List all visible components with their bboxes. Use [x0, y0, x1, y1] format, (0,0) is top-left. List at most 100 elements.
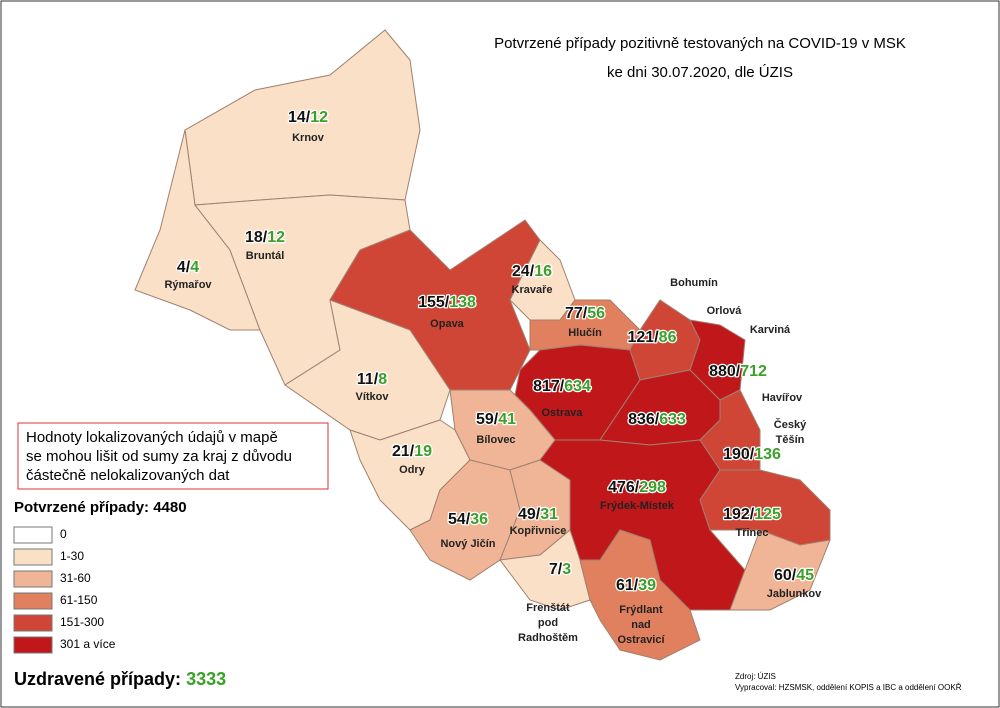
- legend-label: 31-60: [60, 571, 91, 585]
- recovered: 138: [449, 294, 476, 311]
- separator: /: [583, 305, 588, 322]
- legend-swatch: [13, 592, 53, 610]
- confirmed: 817: [533, 378, 560, 395]
- recovered: 41: [498, 411, 516, 428]
- recovered: 12: [310, 109, 328, 126]
- recovered: 19: [414, 443, 432, 460]
- legend-swatch: [13, 548, 53, 566]
- confirmed: 18: [245, 229, 263, 246]
- separator: /: [494, 411, 499, 428]
- recovered: 125: [754, 506, 781, 523]
- recovered: 712: [740, 363, 767, 380]
- separator: /: [445, 294, 450, 311]
- recovered: 45: [796, 567, 814, 584]
- district-value: 817/634: [533, 378, 591, 395]
- district-value: 49/31: [518, 506, 558, 523]
- recovered: 634: [564, 378, 591, 395]
- separator: /: [792, 567, 797, 584]
- district-name: Bruntál: [246, 250, 285, 262]
- separator: /: [750, 446, 755, 463]
- legend-swatch: [13, 570, 53, 588]
- callout: Český: [774, 418, 807, 431]
- district-value: 190/136: [723, 446, 781, 463]
- title-line: ke dni 30.07.2020, dle ÚZIS: [607, 64, 793, 81]
- separator: /: [536, 506, 541, 523]
- legend-label: 301 a více: [60, 637, 116, 651]
- confirmed: 54: [448, 511, 466, 528]
- confirmed: 836: [628, 411, 655, 428]
- district-value: 24/16: [512, 263, 552, 280]
- district-value: 11/8: [357, 371, 387, 388]
- district-value: 54/36: [448, 511, 488, 528]
- district-name: Opava: [430, 318, 465, 330]
- district-value: 4/4: [177, 259, 199, 276]
- recovered: 56: [587, 305, 605, 322]
- recovered: 36: [470, 511, 488, 528]
- legend-label: 0: [60, 527, 67, 541]
- separator: /: [655, 411, 660, 428]
- recovered: 31: [540, 506, 558, 523]
- legend-label: 1-30: [60, 549, 84, 563]
- note-line: se mohou lišit od sumy za kraj z důvodu: [26, 448, 292, 465]
- confirmed: 61: [616, 577, 634, 594]
- separator: /: [530, 263, 535, 280]
- district-name: Frýdlant: [619, 604, 663, 616]
- confirmed: 121: [628, 329, 655, 346]
- confirmed: 21: [392, 443, 410, 460]
- separator: /: [558, 561, 563, 578]
- confirmed: 880: [709, 363, 736, 380]
- confirmed: 11: [357, 371, 374, 388]
- district-value: 121/86: [628, 329, 677, 346]
- district-name: Jablunkov: [767, 588, 822, 600]
- district-name: Frenštát: [526, 602, 570, 614]
- note-line: Hodnoty lokalizovaných údajů v mapě: [26, 429, 278, 446]
- confirmed: 60: [774, 567, 792, 584]
- district: [729, 529, 831, 611]
- labels: 14/12Krnov4/4Rýmařov18/12Bruntál155/138O…: [164, 108, 822, 646]
- confirmed: 77: [565, 305, 583, 322]
- district-value: 155/138: [418, 294, 476, 311]
- district-name: Ostravicí: [617, 634, 665, 646]
- legend-label: 61-150: [60, 593, 98, 607]
- district-value: 14/12: [288, 109, 328, 126]
- legend-swatch: [13, 526, 53, 544]
- callout: Karviná: [750, 324, 791, 336]
- district-name: nad: [631, 619, 651, 631]
- separator: /: [186, 259, 191, 276]
- note-line: částečně nelokalizovaných dat: [26, 467, 230, 484]
- district-name: Třinec: [735, 527, 768, 539]
- callout: Bohumín: [670, 277, 718, 289]
- separator: /: [560, 378, 565, 395]
- separator: /: [374, 371, 379, 388]
- separator: /: [466, 511, 471, 528]
- confirmed: 190: [723, 446, 750, 463]
- confirmed: 24: [512, 263, 530, 280]
- district-name: Radhoštěm: [518, 632, 578, 644]
- district-value: 59/41: [476, 411, 516, 428]
- separator: /: [263, 229, 268, 246]
- district-name: pod: [538, 617, 558, 629]
- district-name: Krnov: [292, 132, 325, 144]
- recovered: 4: [190, 259, 199, 276]
- recovered: 39: [638, 577, 656, 594]
- separator: /: [736, 363, 741, 380]
- district-name: Kopřivnice: [510, 525, 567, 537]
- separator: /: [750, 506, 755, 523]
- legend-label: 151-300: [60, 615, 104, 629]
- recovered: 3: [562, 561, 571, 578]
- separator: /: [654, 329, 659, 346]
- legend-title: Potvrzené případy: 4480: [14, 499, 187, 516]
- district-name: Odry: [399, 464, 426, 476]
- district-value: 21/19: [392, 443, 432, 460]
- district-name: Vítkov: [355, 391, 389, 403]
- separator: /: [635, 479, 640, 496]
- confirmed: 192: [723, 506, 750, 523]
- district-name: Hlučín: [568, 327, 602, 339]
- confirmed: 155: [418, 294, 445, 311]
- legend-swatch: [13, 636, 53, 654]
- confirmed: 59: [476, 411, 494, 428]
- district-value: 836/633: [628, 411, 686, 428]
- legend-swatch: [13, 614, 53, 632]
- title-line: Potvrzené případy pozitivně testovaných …: [494, 35, 906, 52]
